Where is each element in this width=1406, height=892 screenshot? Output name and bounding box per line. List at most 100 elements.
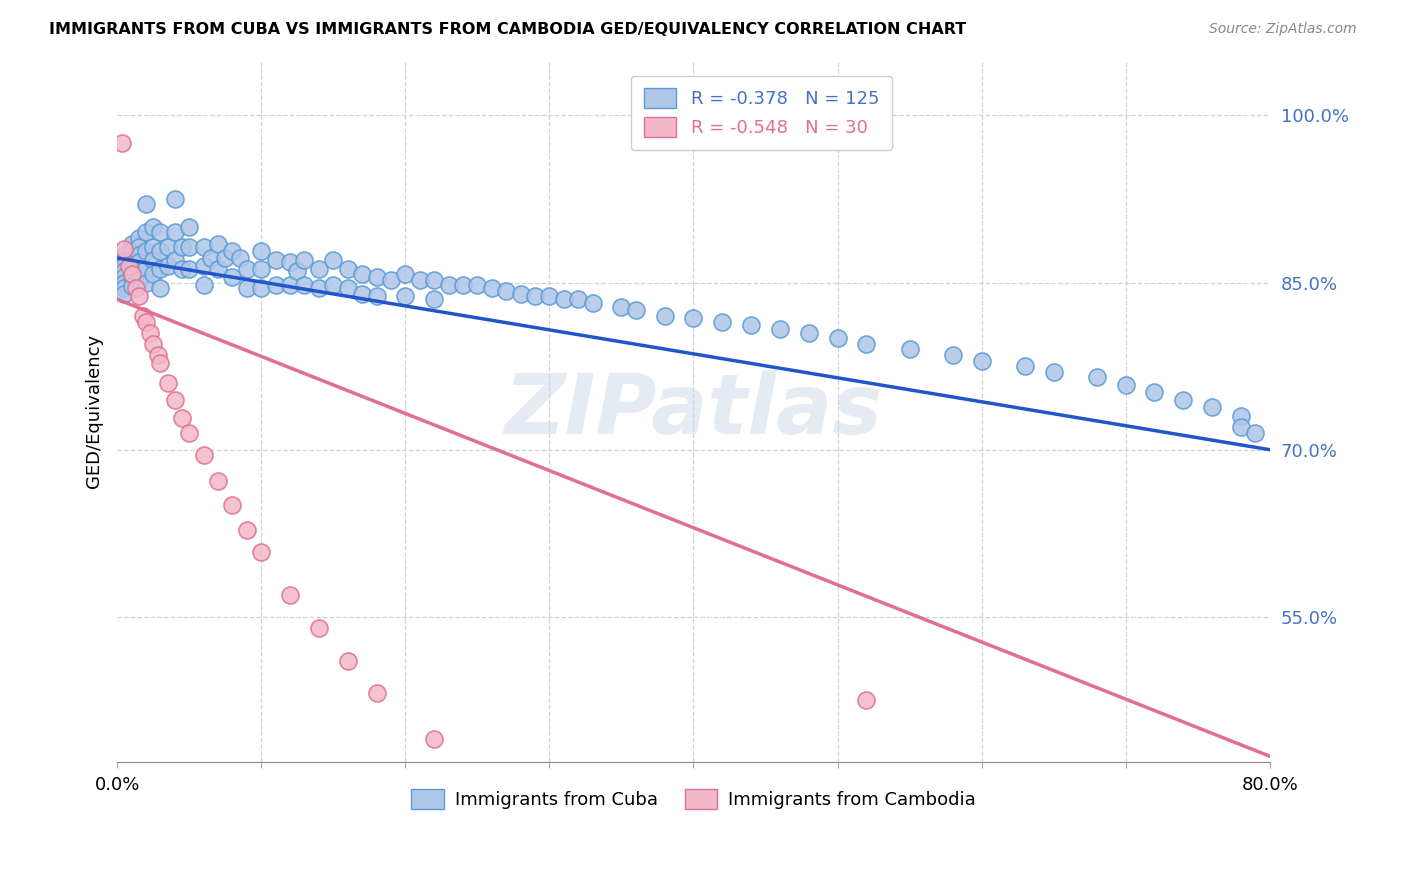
Point [142,336,165,351]
Point [139,326,162,340]
Point [112,269,135,284]
Point [121,278,143,293]
Point [121,244,143,259]
Point [221,499,243,513]
Point [250,281,273,295]
Point [156,376,179,390]
Point [1230,420,1253,434]
Point [142,267,165,281]
Point [149,262,172,277]
Point [214,251,236,265]
Point [322,253,344,268]
Point [135,262,157,277]
Point [221,269,243,284]
Point [567,292,589,306]
Text: Source: ZipAtlas.com: Source: ZipAtlas.com [1209,22,1357,37]
Point [538,794,561,808]
Point [207,236,229,251]
Point [121,236,143,251]
Point [308,262,330,277]
Point [179,262,201,277]
Point [610,300,633,314]
Point [112,281,135,295]
Y-axis label: GED/Equivalency: GED/Equivalency [86,334,103,488]
Point [250,262,273,277]
Point [308,281,330,295]
Point [207,474,229,488]
Point [121,253,143,268]
Point [1201,401,1223,415]
Point [128,289,150,303]
Point [970,353,993,368]
Point [149,225,172,239]
Point [352,286,374,301]
Point [855,693,877,707]
Point [855,336,877,351]
Point [121,262,143,277]
Point [112,286,135,301]
Point [1143,384,1166,399]
Point [423,292,446,306]
Point [366,686,388,700]
Point [538,289,561,303]
Point [423,273,446,287]
Point [135,197,157,211]
Point [163,392,186,407]
Point [1042,365,1064,379]
Point [308,621,330,635]
Point [250,244,273,259]
Point [366,269,388,284]
Point [128,264,150,278]
Point [135,225,157,239]
Point [112,253,135,268]
Legend: Immigrants from Cuba, Immigrants from Cambodia: Immigrants from Cuba, Immigrants from Ca… [404,781,983,816]
Point [128,255,150,269]
Point [366,289,388,303]
Point [409,273,432,287]
Point [285,264,308,278]
Point [221,244,243,259]
Point [170,411,193,425]
Point [149,281,172,295]
Point [193,277,215,292]
Point [112,276,135,290]
Point [451,277,474,292]
Point [193,240,215,254]
Point [481,281,503,295]
Point [769,322,792,336]
Point [682,311,704,326]
Point [193,448,215,462]
Point [163,192,186,206]
Point [797,326,820,340]
Point [135,314,157,328]
Point [128,240,150,254]
Point [163,253,186,268]
Point [294,277,316,292]
Point [336,655,359,669]
Text: IMMIGRANTS FROM CUBA VS IMMIGRANTS FROM CAMBODIA GED/EQUIVALENCY CORRELATION CHA: IMMIGRANTS FROM CUBA VS IMMIGRANTS FROM … [49,22,966,37]
Point [322,277,344,292]
Point [523,289,546,303]
Point [942,348,965,362]
Point [110,136,132,151]
Point [394,289,416,303]
Point [163,225,186,239]
Point [112,247,135,261]
Point [898,343,921,357]
Point [128,247,150,261]
Point [236,281,259,295]
Point [112,259,135,273]
Point [1115,378,1137,392]
Point [1244,425,1267,440]
Point [112,264,135,278]
Point [467,277,489,292]
Point [121,267,143,281]
Point [149,356,172,370]
Point [481,765,503,780]
Point [236,262,259,277]
Point [142,219,165,234]
Point [827,331,849,345]
Point [380,273,402,287]
Point [156,259,179,273]
Point [278,588,301,602]
